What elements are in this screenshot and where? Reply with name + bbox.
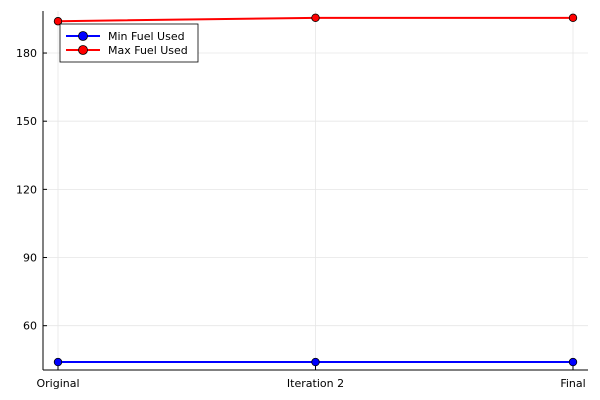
y-tick-label: 120 xyxy=(16,183,37,196)
x-tick-label: Iteration 2 xyxy=(287,377,344,390)
data-point xyxy=(53,17,63,26)
legend-item: Min Fuel Used xyxy=(66,30,185,43)
y-tick-label: 180 xyxy=(16,47,37,60)
legend-label: Max Fuel Used xyxy=(108,44,188,57)
series xyxy=(53,357,578,367)
x-tick-label: Final xyxy=(560,377,585,390)
data-point xyxy=(568,357,578,367)
grid xyxy=(43,11,588,370)
data-point xyxy=(53,357,63,367)
y-tick-label: 150 xyxy=(16,115,37,128)
legend-marker xyxy=(78,45,88,55)
x-axis-ticks: Original Iteration 2 Final xyxy=(36,366,586,390)
x-tick-label: Original xyxy=(36,377,79,390)
data-point xyxy=(311,13,320,23)
legend-marker xyxy=(78,31,88,41)
legend-label: Min Fuel Used xyxy=(108,30,185,43)
series-group xyxy=(53,13,578,367)
y-tick-label: 90 xyxy=(23,252,37,265)
y-axis-ticks: 60 90 120 150 180 xyxy=(16,47,47,333)
legend-box xyxy=(59,23,199,63)
data-point xyxy=(311,357,320,367)
y-tick-label: 60 xyxy=(23,320,37,333)
series xyxy=(53,13,578,26)
data-point xyxy=(568,13,578,23)
legend-item: Max Fuel Used xyxy=(66,44,188,57)
